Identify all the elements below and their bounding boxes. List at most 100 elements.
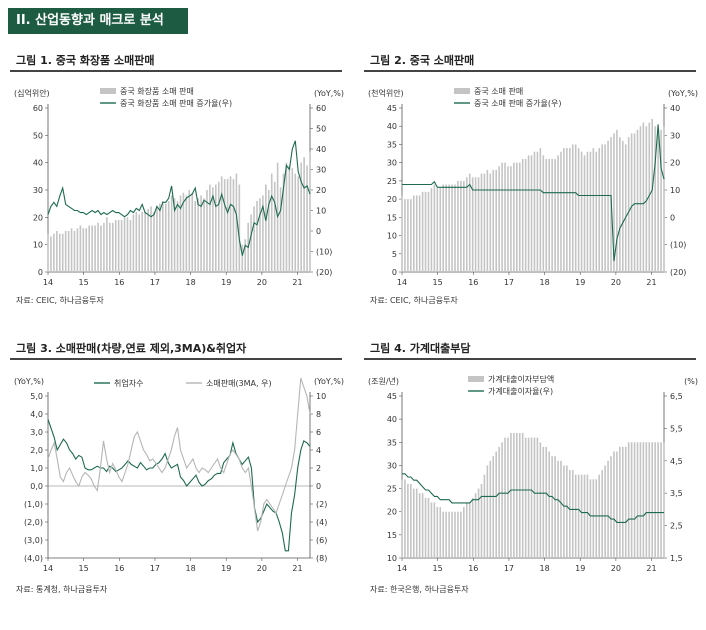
figure-panel-3: 그림 3. 소매판매(차량,연료 제외,3MA)&취업자 (YoY,%) (YoY… bbox=[10, 340, 350, 630]
bar bbox=[150, 206, 152, 272]
x-tick-label: 15 bbox=[433, 564, 443, 573]
bar bbox=[539, 148, 542, 272]
right-tick-label: 0 bbox=[316, 482, 321, 491]
right-tick-label: 3,5 bbox=[670, 489, 683, 498]
left-tick-label: 40 bbox=[387, 122, 397, 131]
bar bbox=[501, 162, 503, 272]
bar bbox=[415, 488, 418, 558]
right-tick-label: 10 bbox=[670, 186, 680, 195]
legend-swatch bbox=[454, 88, 470, 94]
figure-panel-2: 그림 2. 중국 소매판매 (천억위안) (YoY,%) 0 5 10 15 20 25 30 3… bbox=[364, 52, 704, 342]
x-tick-label: 18 bbox=[185, 278, 195, 287]
bar bbox=[604, 465, 606, 558]
bar bbox=[138, 214, 141, 272]
right-tick-label: 60 bbox=[316, 104, 326, 113]
bar bbox=[94, 225, 96, 272]
bar bbox=[153, 211, 155, 272]
bar bbox=[474, 493, 477, 558]
bar bbox=[507, 166, 509, 272]
left-tick-label: 30 bbox=[33, 186, 43, 195]
bar bbox=[630, 133, 633, 272]
bar bbox=[542, 155, 545, 272]
bar bbox=[412, 488, 415, 558]
bar bbox=[291, 168, 294, 272]
left-tick-label: (3,0) bbox=[24, 536, 43, 545]
figure-source: 자료: 한국은행, 하나금융투자 bbox=[370, 585, 469, 594]
left-tick-label: 30 bbox=[387, 159, 397, 168]
right-tick-label: 8 bbox=[316, 410, 321, 419]
bar bbox=[624, 446, 627, 558]
bar bbox=[448, 184, 450, 272]
bar bbox=[636, 129, 639, 272]
bar bbox=[645, 126, 648, 272]
bar bbox=[616, 451, 618, 558]
bar bbox=[412, 195, 415, 272]
bar bbox=[445, 511, 447, 558]
bar bbox=[516, 433, 518, 558]
left-tick-label: 2,0 bbox=[30, 446, 43, 455]
bar bbox=[492, 456, 495, 558]
bar bbox=[436, 188, 439, 272]
bar bbox=[156, 206, 158, 272]
bar bbox=[571, 144, 574, 272]
right-tick-label: 5,5 bbox=[670, 424, 683, 433]
bar bbox=[300, 162, 302, 272]
bar bbox=[548, 159, 550, 272]
right-tick-label: (8) bbox=[316, 554, 327, 563]
bar bbox=[279, 187, 282, 272]
bar bbox=[613, 451, 615, 558]
x-tick-label: 20 bbox=[257, 564, 267, 573]
left-tick-label: 15 bbox=[387, 213, 397, 222]
bar bbox=[76, 228, 79, 272]
figure-source: 자료: CEIC, 하나금융투자 bbox=[370, 296, 458, 305]
bar bbox=[527, 155, 530, 272]
x-tick-label: 16 bbox=[468, 278, 478, 287]
right-tick-label: 4 bbox=[316, 446, 321, 455]
bar bbox=[58, 233, 61, 272]
bar bbox=[630, 442, 633, 558]
bar bbox=[463, 180, 465, 272]
bar bbox=[404, 479, 406, 558]
bar bbox=[574, 144, 577, 272]
bar bbox=[270, 173, 273, 272]
bar bbox=[498, 446, 500, 558]
bar bbox=[518, 433, 521, 558]
right-axis-unit: (YoY,%) bbox=[314, 377, 344, 386]
bar bbox=[64, 231, 67, 272]
bar bbox=[73, 231, 76, 272]
x-tick-label: 16 bbox=[114, 278, 124, 287]
bar bbox=[504, 162, 506, 272]
bar bbox=[56, 231, 58, 272]
bar bbox=[117, 220, 120, 272]
left-tick-label: 20 bbox=[33, 213, 43, 222]
series-line bbox=[47, 140, 311, 256]
bar bbox=[480, 173, 483, 272]
bar bbox=[571, 470, 574, 558]
x-tick-label: 21 bbox=[646, 564, 656, 573]
bar bbox=[170, 195, 173, 272]
bar bbox=[297, 176, 300, 272]
x-tick-label: 19 bbox=[575, 564, 585, 573]
right-tick-label: 4,5 bbox=[670, 457, 683, 466]
bar bbox=[477, 177, 480, 272]
bar bbox=[624, 144, 627, 272]
bar bbox=[457, 180, 459, 272]
x-tick-label: 20 bbox=[611, 564, 621, 573]
bar bbox=[421, 493, 424, 558]
legend-swatch bbox=[468, 376, 484, 382]
section-title: II. 산업동향과 매크로 분석 bbox=[8, 8, 188, 34]
bar bbox=[483, 474, 486, 558]
bar bbox=[510, 433, 512, 558]
bar bbox=[568, 470, 571, 558]
bar bbox=[220, 176, 223, 272]
legend-label: 취업자수 bbox=[114, 379, 143, 388]
bar bbox=[265, 184, 267, 272]
bar bbox=[126, 217, 129, 272]
left-tick-label: 25 bbox=[387, 177, 397, 186]
left-tick-label: (1,0) bbox=[24, 500, 43, 509]
bar bbox=[477, 488, 480, 558]
bar bbox=[267, 190, 270, 272]
x-tick-label: 17 bbox=[504, 278, 514, 287]
bar bbox=[468, 173, 471, 272]
bar bbox=[427, 191, 430, 272]
